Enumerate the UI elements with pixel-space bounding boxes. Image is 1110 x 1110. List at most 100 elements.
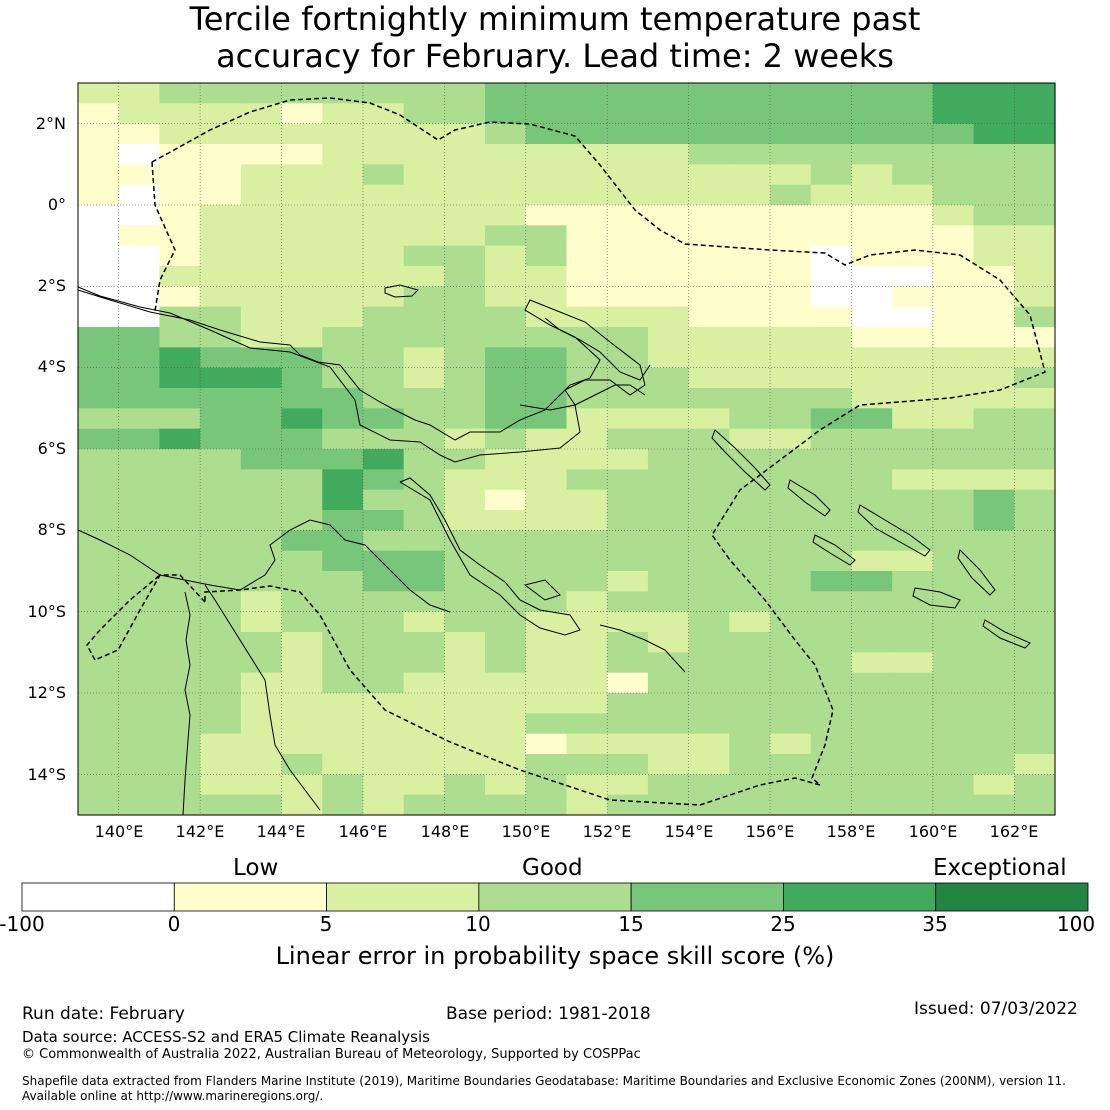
skill-cell [770, 754, 812, 775]
skill-cell [851, 672, 893, 694]
skill-cell [566, 449, 608, 470]
skill-cell [851, 286, 893, 308]
dentrecasteaux-islands [523, 579, 561, 601]
skill-cell [525, 388, 568, 409]
y-tick-label: 2°N [35, 114, 66, 133]
skill-cell [281, 205, 323, 226]
skill-cell [403, 530, 445, 552]
skill-cell [607, 103, 649, 125]
colorbar-segment [478, 882, 632, 912]
skill-cell [525, 794, 568, 816]
skill-cell [78, 266, 120, 287]
skill-cell [403, 774, 445, 796]
skill-cell [118, 469, 161, 491]
skill-cell [892, 164, 934, 186]
skill-cell [688, 225, 730, 247]
skill-cell [770, 632, 812, 653]
skill-cell [159, 652, 201, 674]
x-tick-label: 152°E [582, 822, 632, 841]
skill-cell [729, 367, 771, 389]
skill-cell [78, 306, 120, 328]
skill-cell [1014, 245, 1056, 267]
skill-cell [566, 144, 608, 165]
chart-title-line-2: accuracy for February. Lead time: 2 week… [216, 37, 894, 75]
skill-cell [240, 225, 283, 247]
new-guinea-coastline [77, 286, 646, 463]
skill-cell [973, 388, 1015, 409]
skill-cell [118, 144, 161, 165]
skill-cell [973, 205, 1015, 226]
skill-cell [444, 672, 486, 694]
skill-cell [810, 794, 853, 816]
skill-cell [688, 103, 730, 125]
y-tick-label: 6°S [37, 439, 66, 458]
skill-cell [729, 83, 771, 104]
skill-cell [444, 367, 486, 389]
skill-cell [525, 347, 568, 369]
skill-cell [729, 652, 771, 674]
chart-title-line-1: Tercile fortnightly minimum temperature … [189, 0, 921, 38]
skill-cell [281, 103, 323, 125]
skill-cell [729, 225, 771, 247]
skill-cell [932, 510, 975, 531]
skill-cell [240, 489, 283, 511]
y-tick-label: 12°S [27, 683, 66, 702]
skill-cell [932, 611, 975, 633]
skill-cell [647, 652, 690, 674]
skill-cell [281, 286, 323, 308]
skill-cell [647, 205, 690, 226]
skill-cell [566, 245, 608, 267]
skill-cell [688, 327, 730, 348]
skill-cell [118, 286, 161, 308]
skill-cell [607, 388, 649, 409]
skill-cell [200, 286, 242, 308]
skill-cell [322, 367, 364, 389]
skill-cell [159, 266, 201, 287]
skill-cell [770, 510, 812, 531]
issued-date: Issued: 07/03/2022 [914, 999, 1078, 1019]
skill-cell [851, 713, 893, 735]
colorbar-segment [173, 882, 327, 912]
skill-cell [78, 103, 120, 125]
skill-cell [78, 408, 120, 430]
skill-cell [810, 144, 853, 165]
skill-cell [1014, 266, 1056, 287]
skill-cell [240, 266, 283, 287]
x-tick-label: 142°E [175, 822, 225, 841]
skill-cell [322, 286, 364, 308]
skill-cell [403, 327, 445, 348]
x-tick-label: 160°E [908, 822, 958, 841]
skill-cell [1014, 611, 1056, 633]
skill-cell [647, 388, 690, 409]
skill-cell [78, 205, 120, 226]
skill-cell [566, 489, 608, 511]
skill-cell [444, 489, 486, 511]
skill-cell [322, 184, 364, 206]
skill-cell [647, 245, 690, 267]
skill-cell [444, 266, 486, 287]
skill-cell [688, 530, 730, 552]
skill-cell [78, 347, 120, 369]
skill-cell [118, 103, 161, 125]
skill-cell [566, 225, 608, 247]
skill-cell [444, 205, 486, 226]
skill-cell [973, 672, 1015, 694]
skill-cell [566, 103, 608, 125]
skill-cell [200, 388, 242, 409]
skill-cell [159, 103, 201, 125]
skill-cell [566, 408, 608, 430]
skill-cell [362, 225, 405, 247]
skill-cell [729, 611, 771, 633]
skill-cell [78, 794, 120, 816]
skill-cell [322, 225, 364, 247]
skill-cell [810, 469, 853, 491]
skill-cell [118, 428, 161, 450]
skill-cell [566, 550, 608, 572]
skill-cell [200, 469, 242, 491]
skill-cell [403, 571, 445, 592]
skill-cell [1014, 774, 1056, 796]
skill-cell [607, 306, 649, 328]
skill-cell [647, 469, 690, 491]
skill-cell [892, 611, 934, 633]
skill-cell [403, 469, 445, 491]
